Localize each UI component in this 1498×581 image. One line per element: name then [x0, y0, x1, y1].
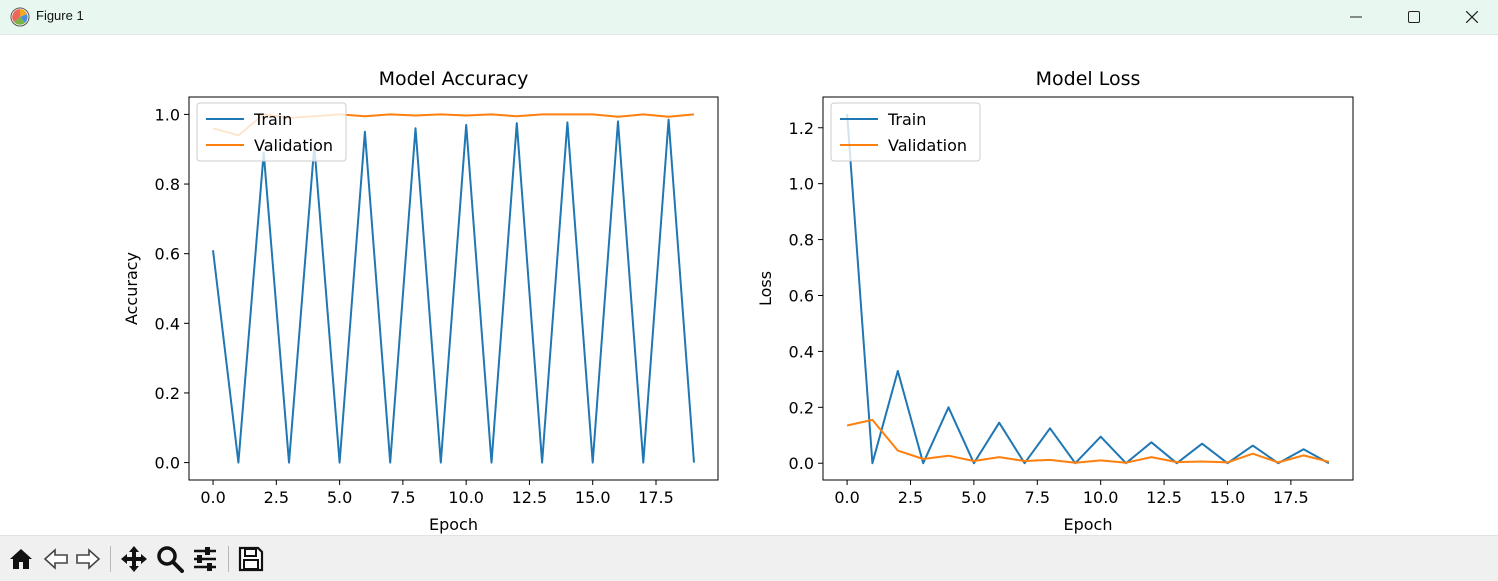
back-icon	[43, 546, 69, 572]
chart1-y-tick-label: 1.0	[789, 175, 814, 194]
save-icon	[238, 546, 264, 572]
zoom-button[interactable]	[155, 544, 185, 574]
chart1-x-tick-label: 10.0	[1083, 488, 1119, 507]
chart0-y-tick-label: 0.6	[155, 245, 180, 264]
configure-subplots-icon	[191, 545, 219, 573]
chart0-y-axis-label: Accuracy	[122, 252, 141, 325]
home-icon	[8, 546, 34, 572]
chart1-y-tick-label: 0.0	[789, 454, 814, 473]
minimize-button[interactable]	[1327, 0, 1385, 34]
chart1-x-tick-label: 5.0	[961, 488, 986, 507]
chart1-x-tick-label: 15.0	[1210, 488, 1246, 507]
chart1-y-tick-label: 0.2	[789, 398, 814, 417]
chart0-x-tick-label: 5.0	[327, 488, 352, 507]
window-titlebar: Figure 1	[0, 0, 1498, 35]
app-icon	[10, 7, 30, 27]
chart0-y-tick-label: 0.0	[155, 454, 180, 473]
chart1-legend-train-label: Train	[887, 110, 926, 129]
navigation-toolbar	[0, 535, 1498, 581]
forward-icon	[75, 546, 101, 572]
zoom-icon	[156, 545, 184, 573]
save-button[interactable]	[236, 544, 266, 574]
chart0-x-tick-label: 7.5	[390, 488, 415, 507]
chart0-y-tick-label: 1.0	[155, 105, 180, 124]
chart0-legend-validation-label: Validation	[254, 136, 333, 155]
chart0-legend-train-label: Train	[253, 110, 292, 129]
chart1-y-tick-label: 0.6	[789, 286, 814, 305]
chart1-x-tick-label: 17.5	[1273, 488, 1309, 507]
figure-canvas: Model Accuracy 0.0 2.5 5.0 7.5 10.0 12.5 15.0 17…	[0, 35, 1498, 535]
chart0-y-tick-label: 0.8	[155, 175, 180, 194]
chart0-y-tick-label: 0.2	[155, 384, 180, 403]
chart1-x-tick-label: 12.5	[1146, 488, 1182, 507]
chart0-title: Model Accuracy	[379, 68, 529, 90]
back-button[interactable]	[41, 544, 71, 574]
chart1-title: Model Loss	[1036, 68, 1141, 90]
chart1-y-tick-label: 1.2	[789, 119, 814, 138]
close-button[interactable]	[1443, 0, 1498, 34]
chart0-y-tick-label: 0.4	[155, 314, 180, 333]
chart1-x-tick-label: 0.0	[834, 488, 859, 507]
figure-svg: Model Accuracy 0.0 2.5 5.0 7.5 10.0 12.5 15.0 17…	[0, 35, 1498, 535]
chart1-series-validation-line	[847, 420, 1329, 463]
minimize-icon	[1350, 11, 1362, 23]
chart0-x-tick-label: 10.0	[448, 488, 484, 507]
chart0-x-tick-label: 12.5	[512, 488, 548, 507]
chart1-legend-validation-label: Validation	[888, 136, 967, 155]
chart1-x-axis-label: Epoch	[1064, 515, 1113, 534]
configure-subplots-button[interactable]	[190, 544, 220, 574]
chart1-x-tick-label: 7.5	[1025, 488, 1050, 507]
window-title: Figure 1	[36, 8, 84, 23]
chart0-x-tick-label: 2.5	[264, 488, 289, 507]
chart1-y-tick-label: 0.4	[789, 342, 814, 361]
chart1-series-train-line	[847, 114, 1329, 463]
chart0-x-tick-label: 17.5	[638, 488, 674, 507]
toolbar-separator	[110, 546, 111, 572]
chart1-y-axis-label: Loss	[756, 271, 775, 306]
home-button[interactable]	[6, 544, 36, 574]
forward-button[interactable]	[73, 544, 103, 574]
chart0-x-axis-label: Epoch	[429, 515, 478, 534]
close-icon	[1466, 11, 1478, 23]
chart1-y-tick-label: 0.8	[789, 231, 814, 250]
maximize-button[interactable]	[1385, 0, 1443, 34]
toolbar-separator	[228, 546, 229, 572]
pan-button[interactable]	[119, 544, 149, 574]
chart0-x-tick-label: 0.0	[200, 488, 225, 507]
maximize-icon	[1408, 11, 1420, 23]
chart0-series-train-line	[213, 120, 694, 463]
chart1-x-tick-label: 2.5	[898, 488, 923, 507]
pan-icon	[120, 545, 148, 573]
chart0-x-tick-label: 15.0	[575, 488, 611, 507]
